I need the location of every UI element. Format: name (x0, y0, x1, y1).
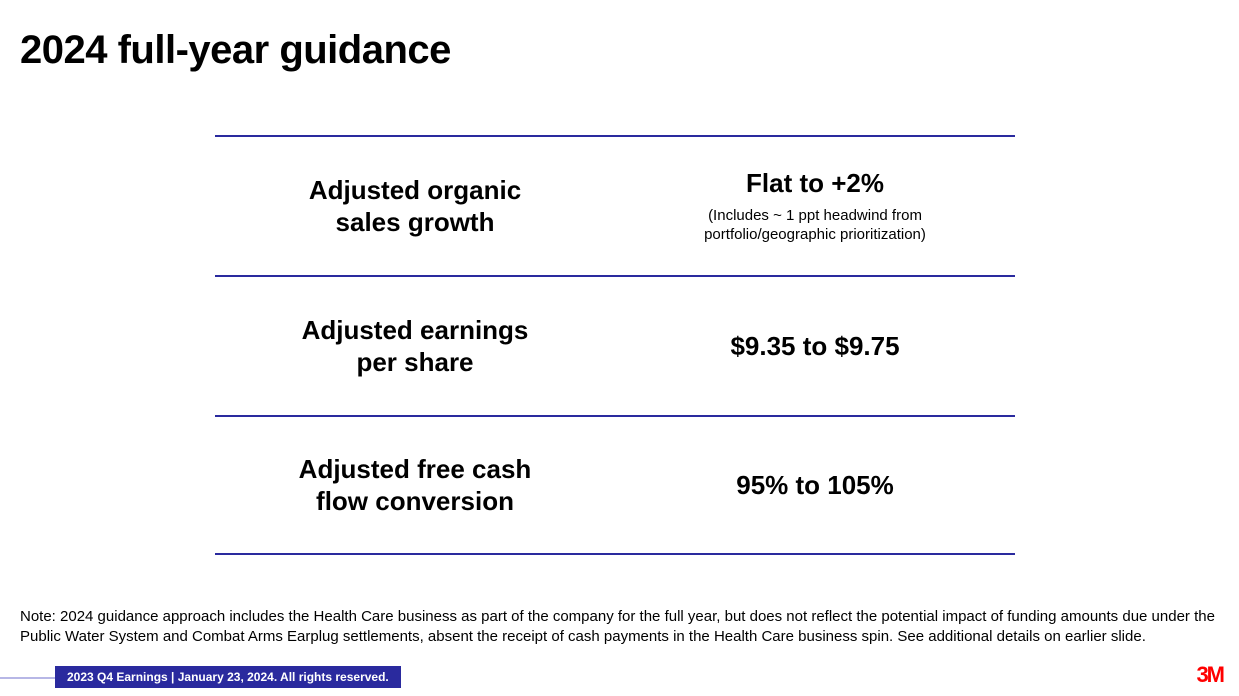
page-title: 2024 full-year guidance (20, 28, 451, 73)
footer-bar: 2023 Q4 Earnings | January 23, 2024. All… (55, 666, 401, 688)
guidance-table: Adjusted organicsales growth Flat to +2%… (215, 135, 1015, 555)
metric-value: $9.35 to $9.75 (645, 330, 985, 363)
metric-value-cell: 95% to 105% (615, 449, 1015, 522)
company-logo: 3M (1196, 662, 1223, 688)
footer-accent-line (0, 677, 55, 679)
footnote: Note: 2024 guidance approach includes th… (20, 607, 1215, 646)
metric-label: Adjusted free cashflow conversion (245, 453, 585, 518)
metric-value: Flat to +2% (645, 167, 985, 200)
metric-label: Adjusted organicsales growth (245, 174, 585, 239)
metric-subtext: (Includes ~ 1 ppt headwind fromportfolio… (645, 206, 985, 245)
metric-label-cell: Adjusted organicsales growth (215, 154, 615, 259)
table-row: Adjusted free cashflow conversion 95% to… (215, 415, 1015, 555)
metric-label-cell: Adjusted earningsper share (215, 294, 615, 399)
metric-label: Adjusted earningsper share (245, 314, 585, 379)
metric-value-cell: $9.35 to $9.75 (615, 310, 1015, 383)
metric-label-cell: Adjusted free cashflow conversion (215, 433, 615, 538)
table-row: Adjusted earningsper share $9.35 to $9.7… (215, 275, 1015, 415)
metric-value-cell: Flat to +2% (Includes ~ 1 ppt headwind f… (615, 147, 1015, 265)
metric-value: 95% to 105% (645, 469, 985, 502)
table-row: Adjusted organicsales growth Flat to +2%… (215, 135, 1015, 275)
